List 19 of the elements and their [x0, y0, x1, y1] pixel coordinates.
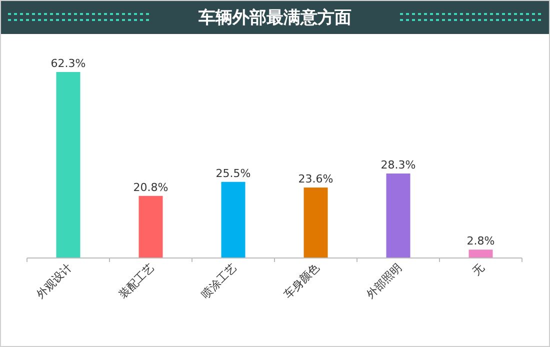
data-label: 2.8%	[466, 234, 495, 248]
bar	[138, 196, 163, 258]
bar	[468, 250, 493, 258]
data-label: 20.8%	[133, 180, 168, 194]
x-tick-label: 外观设计	[34, 260, 74, 302]
data-label: 28.3%	[380, 158, 416, 172]
data-label: 62.3%	[50, 57, 86, 70]
bar	[56, 72, 80, 258]
x-tick-label: 外部照明	[364, 260, 404, 302]
chart-title: 车辆外部最满意方面	[198, 8, 352, 28]
bar	[386, 174, 410, 258]
x-tick-label: 车身颜色	[282, 260, 322, 302]
bar	[304, 188, 328, 258]
x-tick-label: 装配工艺	[116, 260, 157, 302]
data-label: 23.6%	[298, 172, 334, 186]
data-label: 25.5%	[216, 166, 251, 180]
x-tick-label: 喷涂工艺	[199, 260, 240, 302]
bar	[221, 182, 246, 258]
x-tick-label: 无	[470, 260, 487, 278]
